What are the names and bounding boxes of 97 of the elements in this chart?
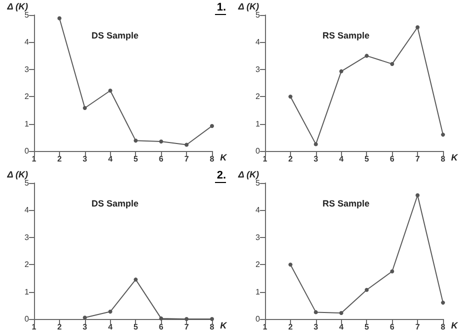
- x-tick-label: 1: [262, 322, 268, 332]
- x-tick-label: 5: [133, 154, 138, 164]
- y-tick-label: 0: [24, 314, 30, 324]
- y-tick-label: 2: [24, 260, 30, 270]
- y-tick-label: 2: [256, 92, 261, 102]
- x-tick-label: 6: [158, 322, 164, 332]
- point: [416, 193, 420, 198]
- point: [210, 124, 214, 128]
- x-tick-label: 5: [364, 322, 370, 332]
- y-axis-title: Δ (K): [237, 170, 259, 180]
- x-tick-label: 5: [133, 322, 138, 332]
- y-tick-label: 3: [256, 232, 261, 242]
- text: DS Sample: [91, 30, 139, 40]
- point: [159, 139, 164, 144]
- point: [390, 62, 394, 66]
- x-tick-label: 7: [184, 322, 190, 332]
- y-tick-label: 5: [24, 10, 30, 20]
- x-tick-label: 6: [390, 154, 395, 164]
- point: [339, 69, 344, 74]
- y-tick-label: 0: [256, 146, 261, 156]
- point: [108, 88, 112, 93]
- x-tick-label: 3: [82, 154, 88, 164]
- text: 1.: [216, 2, 226, 14]
- x-tick-label: 1: [262, 154, 268, 164]
- y-tick-label: 5: [256, 178, 261, 188]
- x-tick-label: 4: [339, 322, 344, 332]
- x-tick-label: 7: [415, 322, 420, 332]
- point: [184, 142, 189, 147]
- x-tick-label: 4: [339, 154, 344, 164]
- point: [416, 25, 420, 30]
- y-axis-title: Δ (K): [6, 2, 28, 12]
- point: [339, 311, 344, 316]
- text: 2.: [216, 170, 226, 182]
- y-axis-title: Δ (K): [6, 170, 28, 180]
- x-tick-label: 3: [314, 154, 319, 164]
- x-tick-label: 1: [32, 154, 37, 164]
- x-tick-label: 8: [440, 154, 446, 164]
- y-tick-label: 4: [256, 38, 261, 47]
- y-tick-label: 0: [24, 146, 30, 156]
- y-tick-label: 2: [24, 92, 30, 102]
- point: [288, 94, 292, 99]
- y-axis-title: Δ (K): [237, 2, 259, 12]
- x-tick-label: 8: [210, 154, 215, 164]
- point: [82, 316, 87, 320]
- x-tick-label: 4: [108, 154, 114, 164]
- y-tick-label: 4: [24, 38, 30, 47]
- point: [441, 132, 445, 137]
- y-tick-label: 2: [256, 260, 261, 270]
- text: RS Sample: [322, 30, 370, 40]
- y-tick-label: 1: [24, 287, 30, 296]
- y-tick-label: 3: [24, 232, 30, 242]
- point: [441, 300, 445, 305]
- x-tick-label: 6: [390, 322, 395, 332]
- point: [134, 278, 138, 282]
- x-tick-label: 2: [288, 154, 294, 164]
- point: [108, 310, 112, 314]
- text: RS Sample: [322, 198, 370, 208]
- point: [134, 138, 138, 143]
- x-axis-title: K: [220, 152, 228, 162]
- x-tick-label: 8: [440, 322, 446, 332]
- y-tick-label: 3: [24, 64, 30, 74]
- x-tick-label: 8: [210, 322, 215, 332]
- y-tick-label: 1: [256, 287, 261, 296]
- x-tick-label: 1: [32, 322, 37, 332]
- x-axis-title: K: [451, 320, 460, 330]
- text: DS Sample: [91, 198, 139, 208]
- point: [159, 316, 164, 320]
- x-tick-label: 7: [415, 154, 420, 164]
- x-tick-label: 7: [184, 154, 190, 164]
- point: [184, 317, 189, 321]
- y-tick-label: 5: [256, 10, 261, 20]
- y-tick-label: 4: [256, 206, 261, 215]
- x-tick-label: 2: [57, 322, 62, 332]
- x-tick-label: 3: [82, 322, 88, 332]
- point: [390, 269, 394, 274]
- x-axis-title: K: [220, 320, 228, 330]
- y-tick-label: 1: [256, 119, 261, 128]
- point: [210, 317, 214, 321]
- x-axis-title: K: [451, 152, 460, 162]
- point: [314, 310, 318, 314]
- x-tick-label: 2: [288, 322, 294, 332]
- y-tick-label: 3: [256, 64, 261, 74]
- y-tick-label: 5: [24, 178, 30, 188]
- point: [364, 54, 369, 58]
- x-tick-label: 5: [364, 154, 370, 164]
- x-tick-label: 6: [158, 154, 164, 164]
- x-tick-label: 3: [314, 322, 319, 332]
- x-tick-label: 2: [57, 154, 62, 164]
- y-tick-label: 4: [24, 206, 30, 215]
- point: [82, 106, 87, 110]
- y-tick-label: 1: [24, 119, 30, 128]
- y-tick-label: 0: [256, 314, 261, 324]
- point: [57, 16, 62, 20]
- point: [288, 262, 292, 267]
- point: [364, 288, 369, 292]
- x-tick-label: 4: [108, 322, 114, 332]
- point: [314, 142, 318, 146]
